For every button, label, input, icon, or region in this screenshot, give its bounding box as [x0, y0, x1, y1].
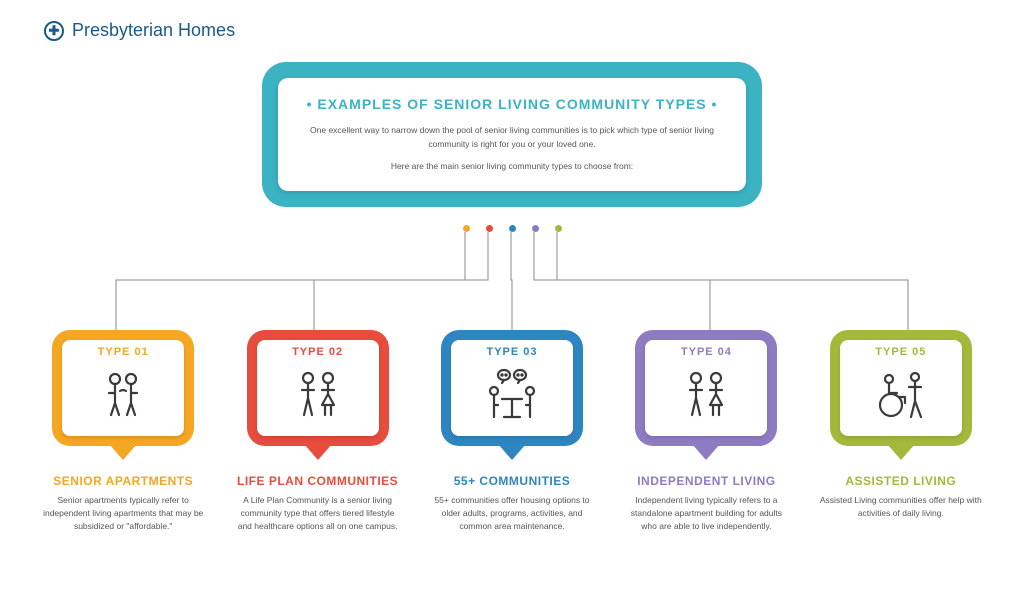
card-title: LIFE PLAN COMMUNITIES	[237, 474, 398, 488]
card-inner: TYPE 02	[257, 340, 379, 436]
card-inner: TYPE 01	[62, 340, 184, 436]
card-description: 55+ communities offer housing options to…	[429, 494, 595, 532]
card-type-label: TYPE 01	[70, 346, 176, 358]
card-type-label: TYPE 02	[265, 346, 371, 358]
couple-icon	[653, 364, 759, 426]
card-description: Independent living typically refers to a…	[623, 494, 789, 532]
card-description: A Life Plan Community is a senior living…	[234, 494, 400, 532]
card-inner: TYPE 03	[451, 340, 573, 436]
header-subtext: Here are the main senior living communit…	[306, 161, 718, 171]
card-inner: TYPE 05	[840, 340, 962, 436]
header-title: • EXAMPLES OF SENIOR LIVING COMMUNITY TY…	[306, 96, 718, 112]
card-title: ASSISTED LIVING	[845, 474, 956, 488]
card-box: TYPE 05	[830, 330, 972, 446]
card-title: SENIOR APARTMENTS	[53, 474, 193, 488]
card-inner: TYPE 04	[645, 340, 767, 436]
card-description: Assisted Living communities offer help w…	[818, 494, 984, 520]
card-title: INDEPENDENT LIVING	[637, 474, 775, 488]
card-type-label: TYPE 04	[653, 346, 759, 358]
card-1: TYPE 01 SENIOR APARTMENTS Senior apartment…	[40, 330, 206, 532]
card-5: TYPE 05 ASSISTED LIVING Assisted Living co…	[818, 330, 984, 532]
card-box: TYPE 02	[247, 330, 389, 446]
card-description: Senior apartments typically refer to ind…	[40, 494, 206, 532]
connector-lines	[0, 220, 1024, 340]
card-3: TYPE 03 55+ COMMUNITIES 55+ communities of…	[429, 330, 595, 532]
header-panel: • EXAMPLES OF SENIOR LIVING COMMUNITY TY…	[262, 62, 762, 207]
brand-logo: ✚ Presbyterian Homes	[44, 20, 235, 41]
card-type-label: TYPE 03	[459, 346, 565, 358]
wheelchair-helper-icon	[848, 364, 954, 426]
card-type-label: TYPE 05	[848, 346, 954, 358]
header-inner: • EXAMPLES OF SENIOR LIVING COMMUNITY TY…	[278, 78, 746, 191]
header-description: One excellent way to narrow down the poo…	[306, 124, 718, 151]
cards-row: TYPE 01 SENIOR APARTMENTS Senior apartment…	[0, 330, 1024, 532]
card-box: TYPE 04	[635, 330, 777, 446]
brand-name: Presbyterian Homes	[72, 20, 235, 41]
two-people-icon	[70, 364, 176, 426]
card-4: TYPE 04 INDEPENDENT LIVING Independent liv…	[623, 330, 789, 532]
card-box: TYPE 01	[52, 330, 194, 446]
card-box: TYPE 03	[441, 330, 583, 446]
card-title: 55+ COMMUNITIES	[454, 474, 571, 488]
card-2: TYPE 02 LIFE PLAN COMMUNITIES A Life Plan …	[234, 330, 400, 532]
couple-icon	[265, 364, 371, 426]
cross-circle-icon: ✚	[44, 21, 64, 41]
table-talk-icon	[459, 364, 565, 426]
